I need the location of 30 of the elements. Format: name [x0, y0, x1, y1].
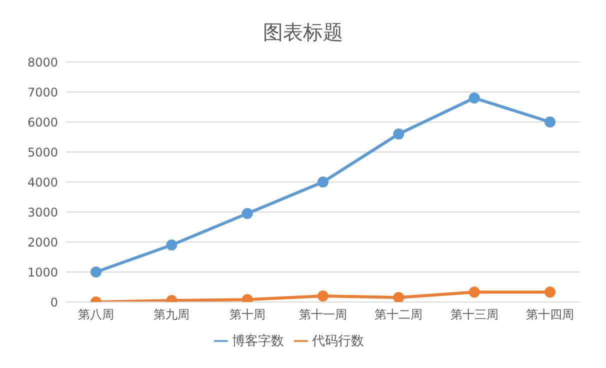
y-tick-label: 6000 [27, 115, 58, 130]
x-tick-label: 第十周 [229, 308, 266, 322]
point [242, 208, 253, 219]
point [544, 286, 556, 298]
y-tick-label: 4000 [27, 175, 58, 190]
y-tick-label: 7000 [27, 85, 58, 100]
x-tick-label: 第十三周 [450, 308, 498, 322]
point [318, 176, 328, 188]
legend-label: 代码行数 [312, 334, 364, 349]
x-tick-label: 第十一周 [299, 308, 347, 322]
point [544, 116, 556, 128]
point [90, 266, 102, 278]
y-tick-label: 5000 [27, 145, 58, 160]
y-tick-label: 3000 [27, 205, 58, 220]
y-tick-label: 0 [50, 295, 58, 310]
point [166, 240, 178, 250]
x-tick-label: 第八周 [78, 308, 114, 322]
point [393, 292, 404, 302]
chart-title: 图表标题 [262, 19, 344, 46]
point [393, 128, 404, 140]
x-tick-label: 第九周 [154, 308, 190, 322]
x-tick-label: 第十四周 [526, 308, 574, 322]
x-tick-label: 第十二周 [374, 308, 423, 322]
point [468, 286, 480, 298]
legend-label: 博客字数 [232, 334, 284, 349]
point [468, 92, 480, 104]
y-tick-label: 2000 [27, 235, 58, 250]
y-tick-label: 1000 [27, 265, 58, 280]
point [318, 290, 328, 302]
y-tick-label: 8000 [27, 55, 58, 70]
